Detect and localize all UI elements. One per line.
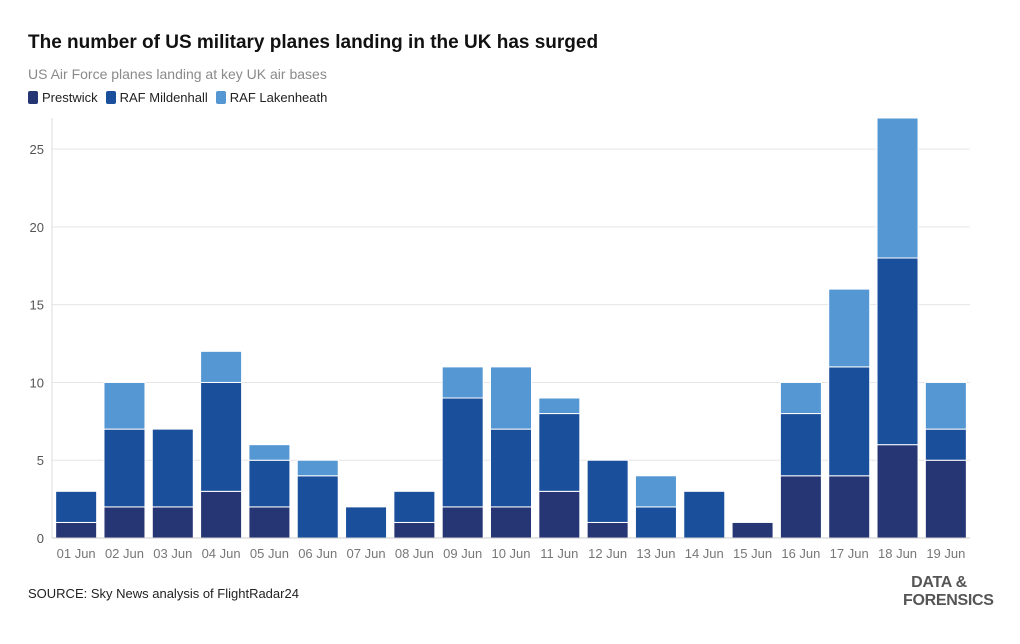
- x-tick-label: 04 Jun: [202, 546, 241, 561]
- x-tick-label: 06 Jun: [298, 546, 337, 561]
- bar-raf-mildenhall-13-jun: [634, 506, 677, 539]
- bar-raf-mildenhall-01-jun: [55, 490, 98, 523]
- bar-raf-mildenhall-07-jun: [345, 506, 388, 539]
- bar-raf-mildenhall-16-jun: [779, 413, 822, 477]
- x-tick-label: 16 Jun: [781, 546, 820, 561]
- bar-prestwick-01-jun: [55, 521, 98, 539]
- x-tick-label: 17 Jun: [830, 546, 869, 561]
- bar-prestwick-09-jun: [441, 506, 484, 539]
- bar-prestwick-05-jun: [248, 506, 291, 539]
- y-tick-label: 25: [30, 142, 44, 157]
- bar-raf-mildenhall-02-jun: [103, 428, 146, 508]
- y-tick-label: 0: [37, 531, 44, 546]
- bar-raf-mildenhall-04-jun: [200, 381, 243, 492]
- legend-label-lakenheath: RAF Lakenheath: [229, 90, 328, 105]
- bar-raf-lakenheath-16-jun: [779, 381, 822, 415]
- x-tick-label: 08 Jun: [395, 546, 434, 561]
- bar-prestwick-17-jun: [828, 475, 871, 539]
- legend: Prestwick RAF Mildenhall RAF Lakenheath: [28, 90, 327, 105]
- bar-raf-mildenhall-06-jun: [296, 475, 339, 539]
- bar-raf-lakenheath-04-jun: [200, 350, 243, 383]
- bar-raf-lakenheath-13-jun: [634, 475, 677, 508]
- legend-item-prestwick: Prestwick: [28, 90, 98, 105]
- bar-raf-lakenheath-02-jun: [103, 381, 146, 430]
- bar-raf-lakenheath-18-jun: [876, 117, 919, 259]
- x-tick-label: 03 Jun: [153, 546, 192, 561]
- bar-raf-mildenhall-17-jun: [828, 366, 871, 477]
- x-tick-label: 05 Jun: [250, 546, 289, 561]
- legend-swatch-mildenhall: [105, 91, 116, 104]
- x-tick-label: 15 Jun: [733, 546, 772, 561]
- x-tick-label: 13 Jun: [636, 546, 675, 561]
- x-tick-label: 02 Jun: [105, 546, 144, 561]
- bar-prestwick-03-jun: [151, 506, 194, 539]
- legend-item-lakenheath: RAF Lakenheath: [215, 90, 328, 105]
- x-tick-label: 10 Jun: [491, 546, 530, 561]
- bar-raf-mildenhall-19-jun: [924, 428, 967, 461]
- bar-prestwick-08-jun: [393, 521, 436, 539]
- bar-prestwick-10-jun: [490, 506, 532, 539]
- bar-raf-lakenheath-09-jun: [441, 366, 484, 399]
- chart-title: The number of US military planes landing…: [28, 32, 599, 53]
- bar-raf-mildenhall-11-jun: [538, 413, 581, 492]
- source-note: SOURCE: Sky News analysis of FlightRadar…: [28, 586, 299, 601]
- y-tick-label: 5: [37, 453, 44, 468]
- bar-raf-mildenhall-12-jun: [586, 459, 629, 523]
- legend-swatch-lakenheath: [215, 91, 226, 104]
- y-tick-label: 15: [30, 298, 44, 313]
- x-tick-label: 11 Jun: [540, 546, 578, 561]
- bar-raf-lakenheath-19-jun: [924, 381, 967, 430]
- y-tick-label: 20: [30, 220, 44, 235]
- bar-prestwick-15-jun: [731, 521, 774, 539]
- bar-raf-mildenhall-03-jun: [151, 428, 194, 508]
- x-tick-label: 07 Jun: [347, 546, 386, 561]
- logo-line-2: FORENSICS: [903, 592, 994, 609]
- x-tick-label: 09 Jun: [443, 546, 482, 561]
- bar-raf-mildenhall-14-jun: [683, 490, 726, 539]
- bar-prestwick-11-jun: [538, 490, 581, 539]
- legend-label-prestwick: Prestwick: [42, 90, 98, 105]
- bar-prestwick-02-jun: [103, 506, 146, 539]
- logo-line-1: DATA &: [911, 574, 967, 591]
- bar-raf-lakenheath-11-jun: [538, 397, 581, 415]
- bar-prestwick-19-jun: [924, 459, 967, 539]
- x-tick-label: 19 Jun: [926, 546, 965, 561]
- bar-raf-mildenhall-18-jun: [876, 257, 919, 446]
- x-tick-label: 01 Jun: [57, 546, 96, 561]
- bar-raf-lakenheath-06-jun: [296, 459, 339, 477]
- bar-raf-mildenhall-08-jun: [393, 490, 436, 523]
- bar-raf-mildenhall-09-jun: [441, 397, 484, 508]
- x-tick-label: 18 Jun: [878, 546, 917, 561]
- bar-raf-mildenhall-10-jun: [490, 428, 532, 508]
- bar-raf-mildenhall-05-jun: [248, 459, 291, 508]
- bar-raf-lakenheath-10-jun: [490, 366, 532, 430]
- data-forensics-logo: DATA & FORENSICS: [903, 574, 994, 610]
- bar-raf-lakenheath-17-jun: [828, 288, 871, 368]
- bar-prestwick-18-jun: [876, 444, 919, 539]
- bar-prestwick-04-jun: [200, 490, 243, 539]
- legend-item-mildenhall: RAF Mildenhall: [105, 90, 208, 105]
- x-tick-label: 14 Jun: [685, 546, 724, 561]
- x-tick-label: 12 Jun: [588, 546, 627, 561]
- bar-raf-lakenheath-05-jun: [248, 444, 291, 461]
- bar-prestwick-16-jun: [779, 475, 822, 539]
- chart-subtitle: US Air Force planes landing at key UK ai…: [28, 66, 327, 82]
- y-tick-label: 10: [30, 375, 44, 390]
- legend-label-mildenhall: RAF Mildenhall: [119, 90, 208, 105]
- legend-swatch-prestwick: [28, 91, 38, 104]
- bar-prestwick-12-jun: [586, 521, 629, 539]
